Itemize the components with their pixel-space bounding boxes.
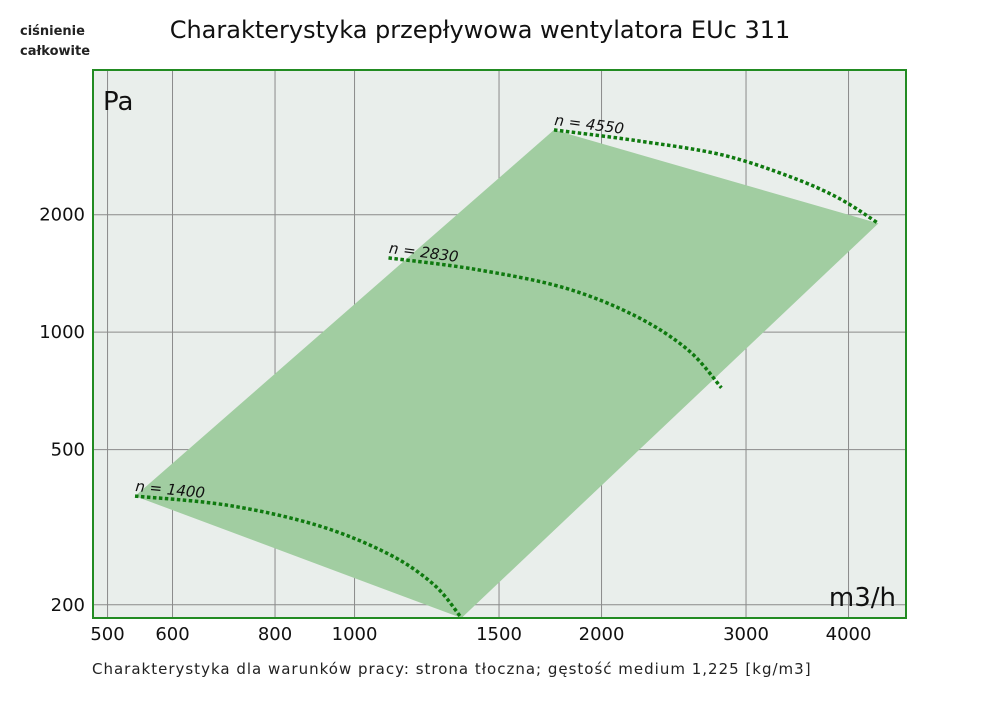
y-axis-title-line-2: całkowite: [20, 44, 91, 59]
x-tick-label: 3000: [723, 624, 769, 645]
speed-curve-3: [553, 128, 880, 225]
x-tick-label: 800: [258, 624, 292, 645]
x-tick-label: 2000: [579, 624, 625, 645]
x-tick-label: 600: [155, 624, 189, 645]
y-tick-label: 500: [51, 440, 85, 461]
x-tick-label: 1000: [332, 624, 378, 645]
footnote: Charakterystyka dla warunków pracy: stro…: [92, 660, 812, 678]
y-tick-label: 1000: [39, 322, 85, 343]
speed-curve-1: [134, 494, 463, 620]
y-tick-label: 200: [51, 595, 85, 616]
plot-frame: [92, 69, 907, 619]
operating-region: [135, 129, 879, 618]
x-tick-label: 500: [90, 624, 124, 645]
speed-curve-2: [388, 256, 723, 389]
y-tick-label: 2000: [39, 205, 85, 226]
chart-title: Charakterystyka przepływowa wentylatora …: [169, 16, 791, 44]
y-unit-label: Pa: [103, 87, 133, 117]
axis-tick-labels: 500 600 800 1000 1500 2000 3000 400020050010002…: [39, 205, 871, 645]
y-axis-title: ciśnienie całkowite: [20, 22, 90, 62]
x-tick-label: 1500: [476, 624, 522, 645]
y-axis-title-line-1: ciśnienie: [20, 24, 85, 39]
x-tick-label: 4000: [826, 624, 872, 645]
x-unit-label: m3/h: [829, 583, 896, 613]
